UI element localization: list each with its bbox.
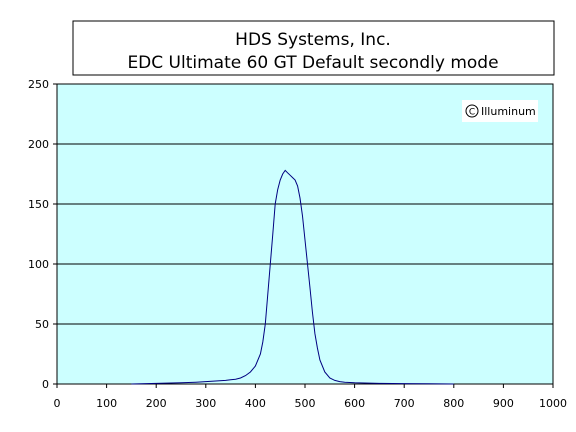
x-tick-label-900: 900 [493, 397, 514, 410]
x-tick-label-600: 600 [344, 397, 365, 410]
watermark-box [462, 100, 538, 122]
y-tick-label-50: 50 [35, 318, 49, 331]
series-line [131, 169, 454, 385]
x-tick-label-300: 300 [195, 397, 216, 410]
watermark: C Illuminum [462, 100, 538, 122]
title-box [72, 20, 555, 76]
y-tick-label-0: 0 [42, 378, 49, 391]
chart-title: HDS Systems, Inc. [235, 30, 391, 50]
x-tick-label-100: 100 [96, 397, 117, 410]
copyright-icon [465, 104, 479, 118]
watermark-text: Illuminum [481, 105, 536, 118]
y-axis-ticks: 0 50 100 150 200 250 [28, 78, 57, 391]
x-axis-ticks: 0 100 200 300 400 500 600 700 800 900 1000 [54, 384, 567, 410]
y-tick-label-200: 200 [28, 138, 49, 151]
x-tick-label-500: 500 [295, 397, 316, 410]
x-tick-label-1000: 1000 [539, 397, 567, 410]
copyright-icon-c: C [469, 108, 475, 118]
grid-lines [57, 143, 553, 325]
x-tick-label-800: 800 [443, 397, 464, 410]
y-tick-label-100: 100 [28, 258, 49, 271]
x-tick-label-200: 200 [146, 397, 167, 410]
x-tick-label-400: 400 [245, 397, 266, 410]
y-tick-label-250: 250 [28, 78, 49, 91]
x-tick-label-0: 0 [54, 397, 61, 410]
chart-subtitle: EDC Ultimate 60 GT Default secondly mode [127, 53, 498, 73]
plot-area [56, 83, 554, 385]
x-tick-label-700: 700 [394, 397, 415, 410]
y-tick-label-150: 150 [28, 198, 49, 211]
